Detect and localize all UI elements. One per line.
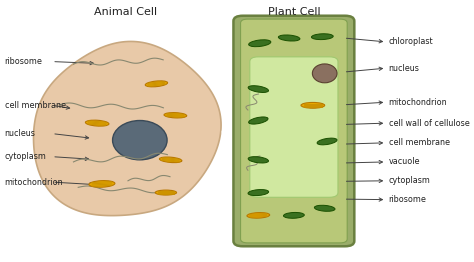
Text: mitochondrion: mitochondrion (5, 178, 64, 187)
Text: Plant Cell: Plant Cell (267, 7, 320, 17)
Ellipse shape (249, 117, 268, 124)
Ellipse shape (164, 113, 187, 118)
Ellipse shape (247, 212, 270, 218)
Ellipse shape (283, 212, 304, 218)
Ellipse shape (85, 120, 109, 126)
Text: cell wall of cellulose: cell wall of cellulose (389, 119, 469, 128)
Text: cell membrane: cell membrane (389, 138, 450, 147)
PathPatch shape (34, 41, 221, 216)
Text: ribosome: ribosome (389, 195, 427, 204)
Ellipse shape (278, 35, 300, 41)
Text: mitochondrion: mitochondrion (389, 98, 447, 107)
Text: nucleus: nucleus (5, 129, 36, 138)
Text: cytoplasm: cytoplasm (5, 152, 46, 161)
Text: Animal Cell: Animal Cell (94, 7, 157, 17)
Ellipse shape (301, 102, 325, 108)
Text: vacuole: vacuole (389, 157, 420, 166)
Ellipse shape (314, 205, 335, 211)
FancyBboxPatch shape (240, 19, 347, 243)
Text: cell membrane: cell membrane (5, 101, 66, 110)
FancyBboxPatch shape (233, 16, 354, 246)
Ellipse shape (145, 81, 168, 87)
Ellipse shape (248, 190, 269, 195)
Ellipse shape (155, 190, 176, 195)
Ellipse shape (249, 40, 271, 47)
Text: ribosome: ribosome (5, 57, 43, 66)
Text: chloroplast: chloroplast (389, 37, 433, 46)
Ellipse shape (248, 86, 268, 92)
Ellipse shape (89, 181, 115, 187)
Ellipse shape (112, 121, 167, 160)
Ellipse shape (159, 157, 182, 163)
Ellipse shape (248, 157, 268, 163)
Ellipse shape (312, 64, 337, 83)
FancyBboxPatch shape (250, 57, 338, 197)
Text: cytoplasm: cytoplasm (389, 176, 430, 185)
Text: nucleus: nucleus (389, 64, 419, 73)
Ellipse shape (317, 138, 337, 145)
Ellipse shape (311, 34, 333, 40)
